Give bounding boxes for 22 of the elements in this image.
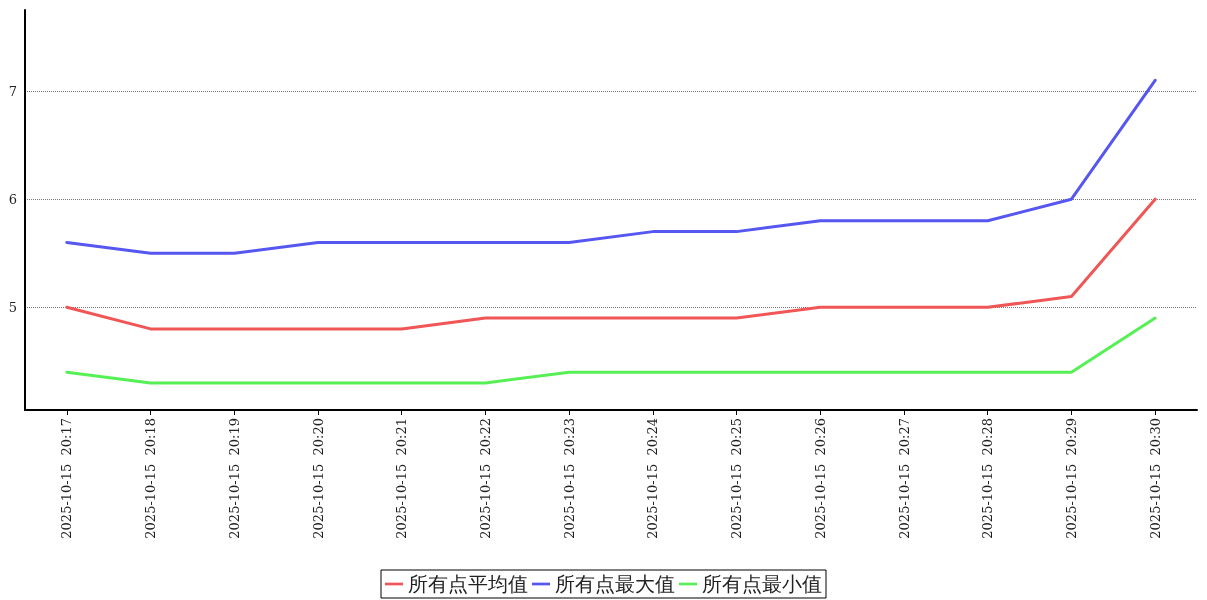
line-series [65,78,1157,255]
x-tick-label: 2025-10-15 20:21 [394,418,410,539]
legend-label: 所有点最小值 [702,572,822,596]
x-tick-label: 2025-10-15 20:18 [143,418,159,539]
x-tick-label: 2025-10-15 20:19 [226,418,242,539]
x-tick-label: 2025-10-15 20:28 [980,418,996,539]
x-tick-label: 2025-10-15 20:25 [729,418,745,539]
x-tick-label: 2025-10-15 20:23 [561,418,577,539]
x-tick-label: 2025-10-15 20:27 [896,418,912,539]
legend-label: 所有点最大值 [555,572,675,596]
x-tick-label: 2025-10-15 20:30 [1147,418,1163,539]
x-tick-label: 2025-10-15 20:26 [812,418,828,539]
x-tick-label: 2025-10-15 20:24 [645,418,661,539]
y-tick-label: 7 [8,83,17,99]
x-tick-label: 2025-10-15 20:22 [477,418,493,539]
x-tick-label: 2025-10-15 20:29 [1063,418,1079,539]
y-tick-label: 6 [8,191,17,207]
line-series [65,197,1157,331]
legend-label: 所有点平均值 [408,572,528,596]
x-tick-label: 2025-10-15 20:17 [59,418,75,539]
y-tick-label: 5 [8,299,17,315]
x-tick-label: 2025-10-15 20:20 [310,418,326,539]
